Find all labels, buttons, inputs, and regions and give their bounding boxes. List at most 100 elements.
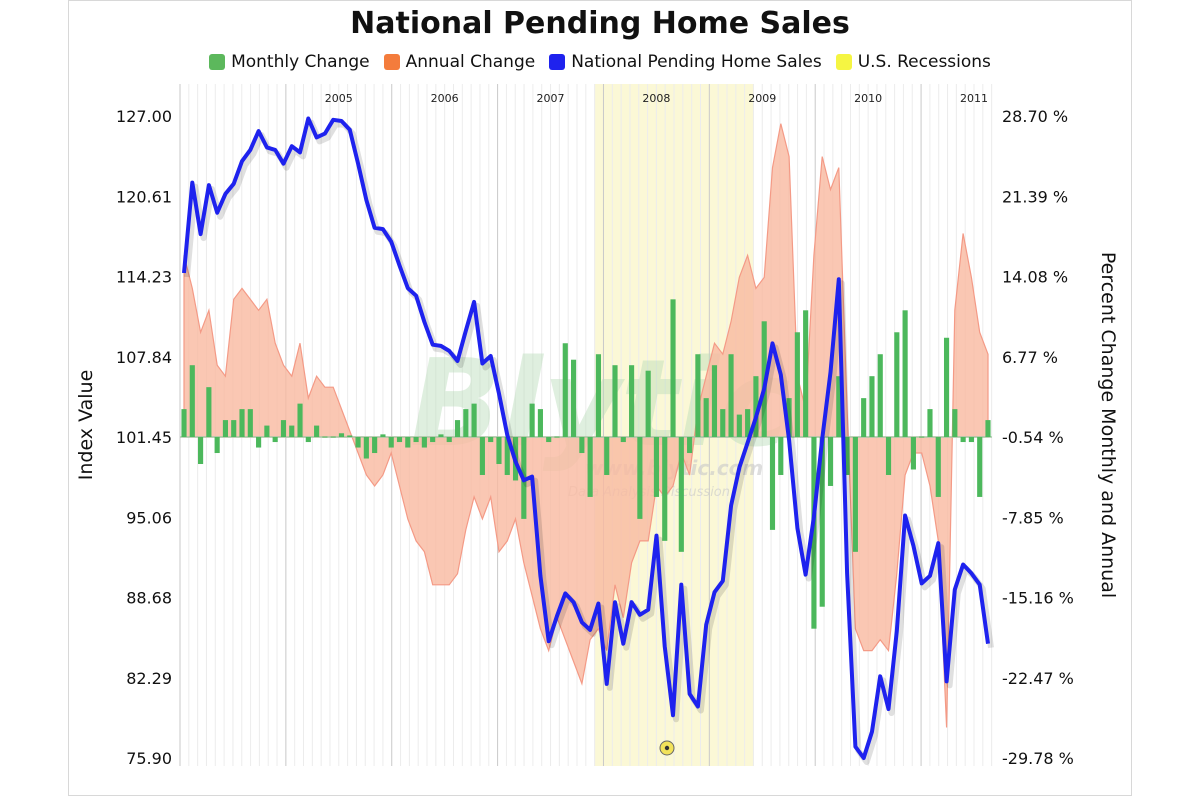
monthly-change-bar (952, 409, 958, 437)
y-right-tick-label: -7.85 % (1002, 508, 1064, 527)
monthly-change-bar (786, 398, 792, 437)
monthly-change-bar (587, 437, 593, 497)
monthly-change-bar (579, 437, 585, 454)
monthly-change-bar (463, 409, 469, 437)
monthly-change-bar (380, 434, 386, 437)
monthly-change-bar (330, 436, 336, 438)
monthly-change-bar (396, 437, 403, 443)
monthly-change-bar (438, 434, 444, 437)
y-right-tick-label: 21.39 % (1002, 187, 1068, 206)
year-tick-label: 2008 (642, 92, 670, 105)
monthly-change-bar (736, 414, 742, 437)
monthly-change-bar (844, 437, 850, 475)
monthly-change-bar (935, 437, 941, 497)
year-tick-label: 2006 (431, 92, 459, 105)
recession-marker-dot (664, 745, 670, 751)
index-line (182, 116, 990, 760)
monthly-change-bar (927, 409, 933, 437)
y-left-tick-label: 101.45 (116, 428, 172, 447)
monthly-change-bar (711, 365, 718, 437)
monthly-change-bar (430, 437, 436, 443)
y-left-tick-label: 82.29 (126, 669, 172, 688)
monthly-change-bar (529, 403, 535, 437)
monthly-change-bar (803, 310, 809, 437)
legend-swatch (383, 54, 400, 70)
monthly-change-bar (869, 376, 875, 437)
monthly-change-bar (745, 409, 751, 437)
legend-item[interactable]: Monthly Change (209, 52, 370, 72)
monthly-change-bar (363, 437, 369, 459)
monthly-change-bar (297, 403, 303, 437)
y-right-tick-label: 28.70 % (1002, 107, 1068, 126)
y-left-tick-label: 95.06 (126, 508, 172, 527)
monthly-change-bar (885, 437, 892, 475)
monthly-change-bar (604, 437, 610, 475)
monthly-change-bar (314, 425, 320, 437)
monthly-change-bar (629, 365, 635, 437)
legend-swatch (549, 54, 566, 70)
monthly-change-bar (338, 433, 345, 437)
monthly-change-bar (836, 376, 842, 437)
monthly-change-bar (919, 436, 925, 438)
legend-swatch (209, 54, 226, 70)
monthly-change-bar (703, 398, 709, 437)
monthly-change-bar (471, 403, 477, 437)
monthly-change-bar (322, 436, 328, 438)
monthly-change-bar (446, 437, 452, 443)
monthly-change-bar (264, 425, 270, 437)
monthly-change-bar (769, 437, 776, 530)
monthly-change-bar (985, 420, 991, 437)
monthly-change-bar (678, 437, 684, 552)
y-left-tick-label: 114.23 (116, 268, 172, 287)
monthly-change-bar (570, 359, 577, 437)
monthly-change-bar (488, 437, 494, 443)
year-tick-label: 2010 (854, 92, 882, 105)
monthly-change-bar (720, 409, 726, 437)
monthly-change-bar (405, 437, 411, 448)
monthly-change-bar (861, 398, 867, 437)
monthly-change-bar (595, 354, 602, 437)
monthly-change-bar (977, 437, 983, 497)
monthly-change-bar (454, 420, 461, 437)
monthly-change-bar (877, 354, 883, 437)
y-right-tick-label: 14.08 % (1002, 268, 1068, 287)
monthly-change-bar (388, 437, 394, 448)
monthly-change-bar (537, 409, 543, 437)
monthly-change-bar (827, 437, 834, 486)
legend-label: Annual Change (405, 52, 536, 72)
legend-item[interactable]: Annual Change (383, 52, 536, 72)
monthly-change-bar (206, 387, 212, 437)
monthly-change-bar (794, 332, 800, 437)
monthly-change-bar (562, 343, 568, 437)
legend-label: U.S. Recessions (857, 52, 991, 72)
legend-item[interactable]: U.S. Recessions (835, 52, 991, 72)
monthly-change-bar (214, 437, 220, 454)
y-right-tick-label: -29.78 % (1002, 749, 1074, 768)
monthly-change-bar (421, 437, 427, 448)
monthly-change-bar (894, 332, 900, 437)
legend-swatch (835, 54, 852, 70)
monthly-change-bar (504, 437, 510, 475)
y-left-tick-label: 127.00 (116, 107, 172, 126)
monthly-change-bar (239, 409, 245, 437)
monthly-change-bar (778, 437, 784, 475)
y-right-tick-label: -0.54 % (1002, 428, 1064, 447)
y-left-tick-label: 107.84 (116, 348, 172, 367)
year-tick-label: 2011 (960, 92, 988, 105)
monthly-change-bar (546, 437, 552, 443)
y-right-tick-label: 6.77 % (1002, 348, 1058, 367)
monthly-change-bar (960, 437, 966, 443)
legend-item[interactable]: National Pending Home Sales (549, 52, 822, 72)
y-right-tick-label: -15.16 % (1002, 589, 1074, 608)
y-left-tick-label: 120.61 (116, 187, 172, 206)
monthly-change-bar (819, 437, 825, 607)
monthly-change-bar (372, 437, 378, 454)
monthly-change-bar (256, 437, 262, 448)
monthly-change-bar (943, 337, 950, 437)
monthly-change-bar (289, 425, 295, 437)
year-tick-label: 2005 (325, 92, 353, 105)
year-tick-label: 2009 (748, 92, 776, 105)
monthly-change-bar (496, 437, 502, 465)
year-tick-label: 2007 (537, 92, 565, 105)
